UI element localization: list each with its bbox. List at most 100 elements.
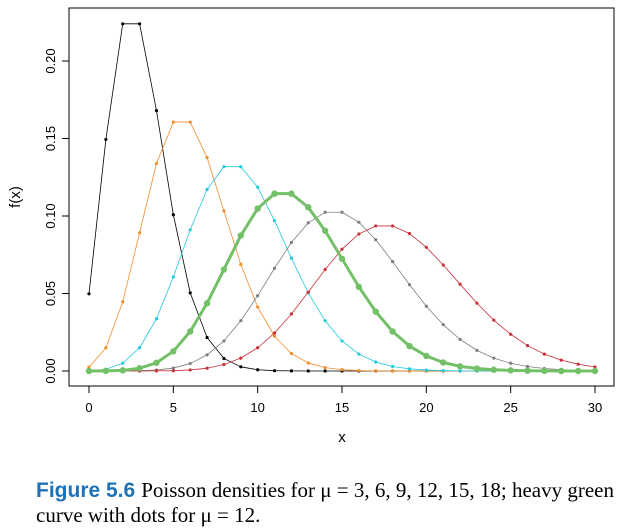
data-point-mu-3: [154, 109, 159, 113]
data-point-mu-6: [188, 120, 192, 124]
data-point-mu-6: [121, 300, 125, 304]
data-point-mu-18: [256, 346, 260, 350]
data-point-mu-9: [222, 165, 226, 169]
data-point-mu-9: [374, 360, 378, 364]
data-point-mu-12: [136, 365, 143, 372]
data-point-mu-15: [188, 361, 192, 366]
x-tick-label: 10: [250, 400, 264, 415]
data-point-mu-18: [239, 356, 243, 360]
data-point-mu-12: [305, 204, 312, 211]
data-point-mu-6: [391, 369, 395, 373]
x-axis-label: x: [338, 429, 346, 446]
data-point-mu-6: [138, 231, 142, 235]
data-point-mu-12: [355, 283, 363, 291]
data-point-mu-6: [272, 334, 277, 338]
data-point-mu-12: [102, 367, 110, 375]
data-point-mu-3: [323, 369, 327, 373]
data-point-mu-12: [187, 328, 194, 335]
data-point-mu-15: [475, 348, 479, 352]
data-point-mu-18: [171, 369, 175, 373]
data-point-mu-15: [492, 356, 496, 360]
x-tick-label: 5: [170, 400, 177, 415]
data-point-mu-15: [458, 337, 462, 341]
data-point-mu-18: [374, 224, 378, 228]
data-point-mu-3: [121, 22, 125, 26]
series-mu-18: [87, 224, 597, 373]
data-point-mu-6: [154, 161, 159, 166]
data-point-mu-9: [121, 361, 125, 365]
data-point-mu-9: [239, 165, 243, 169]
data-point-mu-12: [558, 367, 565, 375]
data-point-mu-15: [374, 238, 378, 242]
series-mu-6: [87, 120, 597, 373]
data-point-mu-15: [222, 339, 226, 343]
data-point-mu-12: [237, 232, 244, 239]
data-point-mu-12: [507, 367, 514, 374]
data-point-mu-18: [188, 368, 192, 372]
data-point-mu-9: [340, 339, 344, 343]
data-point-mu-12: [389, 328, 396, 335]
data-point-mu-18: [407, 231, 412, 236]
data-point-mu-18: [424, 245, 428, 249]
data-point-mu-12: [372, 308, 379, 315]
data-point-mu-3: [306, 369, 310, 373]
data-point-mu-12: [440, 359, 447, 366]
data-point-mu-15: [256, 294, 260, 298]
data-point-mu-15: [441, 323, 445, 327]
data-point-mu-9: [256, 185, 260, 189]
data-point-mu-18: [154, 369, 159, 373]
data-point-mu-9: [458, 369, 462, 373]
series-line-mu-6: [88, 121, 595, 372]
data-point-mu-18: [458, 282, 462, 286]
y-axis: 0.00 0.05 0.10 0.15 0.20: [43, 48, 70, 384]
data-point-mu-12: [490, 366, 497, 373]
data-point-mu-12: [574, 367, 582, 375]
data-point-mu-6: [256, 305, 260, 309]
data-point-mu-12: [271, 190, 278, 197]
data-point-mu-15: [525, 364, 530, 369]
data-point-mu-12: [524, 367, 531, 374]
data-point-mu-12: [456, 363, 464, 370]
data-point-mu-18: [593, 365, 597, 369]
data-point-mu-3: [222, 356, 226, 361]
data-point-mu-18: [340, 247, 344, 251]
data-point-mu-18: [542, 352, 547, 356]
figure-label: Figure 5.6: [36, 479, 136, 502]
data-point-mu-15: [509, 361, 513, 365]
data-point-mu-9: [391, 364, 395, 369]
data-point-mu-12: [220, 266, 228, 273]
data-point-mu-3: [272, 369, 277, 373]
y-tick-label: 0.20: [43, 48, 58, 73]
series-mu-12: [85, 190, 599, 375]
data-point-mu-9: [424, 368, 428, 372]
data-point-mu-6: [357, 368, 361, 373]
y-tick-label: 0.05: [43, 281, 58, 306]
data-point-mu-15: [272, 266, 277, 270]
data-point-mu-3: [239, 365, 243, 369]
data-point-mu-3: [171, 213, 175, 217]
data-point-mu-6: [104, 346, 108, 350]
data-point-mu-6: [239, 262, 243, 266]
data-point-mu-15: [424, 304, 428, 308]
data-point-mu-15: [391, 259, 395, 264]
data-point-mu-12: [423, 352, 430, 360]
data-point-mu-6: [340, 368, 344, 372]
data-point-mu-12: [119, 367, 126, 374]
data-point-mu-18: [289, 312, 293, 316]
series-layer: [85, 22, 599, 375]
x-tick-label: 20: [419, 400, 433, 415]
data-point-mu-18: [509, 332, 513, 336]
data-point-mu-15: [357, 220, 361, 224]
data-point-mu-12: [321, 227, 329, 234]
data-point-mu-6: [171, 120, 175, 124]
data-point-mu-18: [306, 290, 310, 294]
series-mu-9: [87, 165, 597, 373]
data-point-mu-6: [323, 365, 327, 370]
data-point-mu-12: [406, 342, 413, 350]
data-point-mu-18: [222, 362, 226, 367]
data-point-mu-18: [576, 362, 580, 366]
data-point-mu-9: [407, 367, 412, 371]
data-point-mu-3: [87, 292, 91, 296]
data-point-mu-12: [153, 359, 160, 366]
data-point-mu-15: [171, 366, 175, 370]
